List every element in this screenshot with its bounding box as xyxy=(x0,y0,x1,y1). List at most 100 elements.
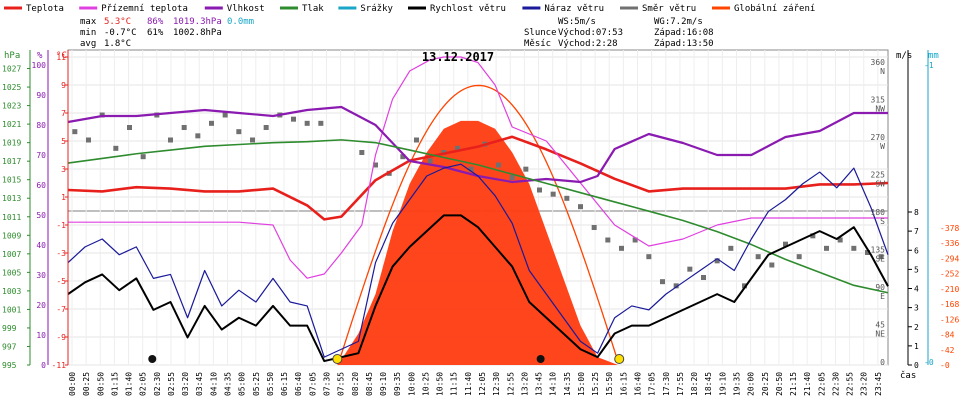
temperature-tick-label: -7 xyxy=(56,305,66,314)
pressure-tick-label: 1011 xyxy=(2,213,21,222)
humidity-tick-label: 0 xyxy=(41,361,46,370)
x-tick-label: 05:50 xyxy=(266,372,275,396)
wind-direction-point xyxy=(742,283,747,289)
stat-min-label: min xyxy=(80,28,96,38)
wind-direction-point xyxy=(209,120,214,126)
x-tick-label: 13:20 xyxy=(520,372,529,396)
humidity-tick-label: 100 xyxy=(32,61,47,70)
humidity-tick-label: 10 xyxy=(36,331,46,340)
wind-direction-point xyxy=(537,187,542,193)
x-tick-label: 10:50 xyxy=(436,372,445,396)
x-tick-label: 03:20 xyxy=(181,372,190,396)
wind-speed-tick-label: 1 xyxy=(914,342,919,351)
wind-direction-tick-label: S xyxy=(880,217,885,226)
x-tick-label: 04:35 xyxy=(224,372,233,396)
wind-speed-tick-label: 0 xyxy=(914,361,919,370)
x-tick-label: 10:25 xyxy=(421,372,430,396)
temperature-tick-label: 1 xyxy=(61,193,66,202)
stat-max-temp: 5.3°C xyxy=(104,17,131,27)
sun-marker xyxy=(614,354,625,364)
x-tick-label: 11:40 xyxy=(464,372,473,396)
x-tick-label: 12:30 xyxy=(492,372,501,396)
wind-direction-tick-label: 360 xyxy=(871,58,886,67)
info-sun-label: Slunce xyxy=(524,28,557,38)
pressure-tick-label: 1005 xyxy=(2,268,21,277)
wind-direction-tick-label: W xyxy=(880,142,885,151)
wind-direction-point xyxy=(427,158,433,164)
series-line-p-zemn-teplota xyxy=(68,56,888,279)
x-tick-label: 04:10 xyxy=(209,372,218,396)
x-tick-label: 21:15 xyxy=(789,372,798,396)
info-moon-label: Měsíc xyxy=(524,39,551,49)
x-tick-label: 23:20 xyxy=(860,372,869,396)
wind-direction-tick-label: 45 xyxy=(875,321,885,330)
wind-direction-point xyxy=(523,166,529,172)
wind-direction-point xyxy=(127,125,132,130)
pressure-tick-label: 1003 xyxy=(2,287,21,296)
temperature-tick-label: 11 xyxy=(56,53,66,62)
x-tick-label: 10:00 xyxy=(407,372,416,396)
moon-marker xyxy=(536,355,545,363)
x-tick-label: 21:40 xyxy=(803,372,812,396)
wind-direction-point xyxy=(195,133,201,139)
wind-direction-point xyxy=(181,125,187,130)
humidity-tick-label: 70 xyxy=(36,151,46,160)
x-axis-unit: čas xyxy=(900,370,916,381)
x-tick-label: 05:00 xyxy=(238,372,247,396)
wind-direction-point xyxy=(222,112,228,118)
x-tick-label: 08:45 xyxy=(365,372,374,396)
chart-title: 13.12.2017 xyxy=(422,50,494,64)
wind-direction-point xyxy=(373,162,378,168)
wind-direction-point xyxy=(632,237,638,243)
x-tick-label: 12:05 xyxy=(478,372,487,396)
wind-direction-point xyxy=(687,266,693,272)
wind-direction-point xyxy=(263,125,269,130)
radiation-tick-label: -84 xyxy=(940,331,955,340)
wind-direction-point xyxy=(359,150,365,155)
rain-tick-label: -1 xyxy=(924,61,934,70)
legend-label: Teplota xyxy=(26,4,64,14)
x-tick-label: 01:40 xyxy=(125,372,134,396)
x-tick-label: 15:25 xyxy=(591,372,600,396)
x-tick-label: 17:55 xyxy=(676,372,685,396)
x-tick-label: 08:20 xyxy=(351,372,360,396)
wind-direction-point xyxy=(291,116,296,122)
wind-speed-tick-label: 2 xyxy=(914,323,919,332)
wind-direction-point xyxy=(591,225,597,230)
humidity-axis-unit: % xyxy=(37,51,43,61)
wind-direction-point xyxy=(550,191,556,197)
wind-direction-point xyxy=(824,245,829,251)
radiation-tick-label: -252 xyxy=(940,270,959,279)
wind-direction-tick-label: 315 xyxy=(871,96,886,105)
wind-direction-tick-label: NE xyxy=(875,330,885,339)
pressure-tick-label: 1021 xyxy=(2,120,21,129)
x-tick-label: 16:40 xyxy=(634,372,643,396)
x-tick-label: 06:40 xyxy=(294,372,303,396)
x-tick-label: 22:05 xyxy=(817,372,826,396)
wind-direction-point xyxy=(564,195,570,201)
stat-max-press: 1019.3hPa xyxy=(173,17,222,27)
temperature-tick-label: -9 xyxy=(56,333,66,342)
x-tick-label: 19:10 xyxy=(718,372,727,396)
x-tick-label: 18:45 xyxy=(704,372,713,396)
info-moon-rise: Východ:2:28 xyxy=(558,39,618,49)
info-moon-set: Západ:13:50 xyxy=(654,39,714,49)
x-tick-label: 00:00 xyxy=(68,372,77,396)
wind-direction-point xyxy=(837,237,843,243)
pressure-tick-label: 1013 xyxy=(2,194,21,203)
x-tick-label: 09:35 xyxy=(393,372,402,396)
wind-direction-point xyxy=(810,233,816,239)
x-tick-label: 19:35 xyxy=(732,372,741,396)
wind-direction-point xyxy=(400,154,406,160)
wind-speed-tick-label: 4 xyxy=(914,285,919,294)
wind-direction-point xyxy=(796,254,802,260)
radiation-tick-label: -42 xyxy=(940,346,955,355)
wind-direction-point xyxy=(851,245,857,251)
legend-label: Srážky xyxy=(360,4,393,14)
wind-direction-point xyxy=(605,237,611,243)
radiation-tick-label: -210 xyxy=(940,285,959,294)
rain-axis-unit: mm xyxy=(928,51,939,61)
stat-avg-temp: 1.8°C xyxy=(104,39,131,49)
wind-direction-point xyxy=(865,250,870,255)
